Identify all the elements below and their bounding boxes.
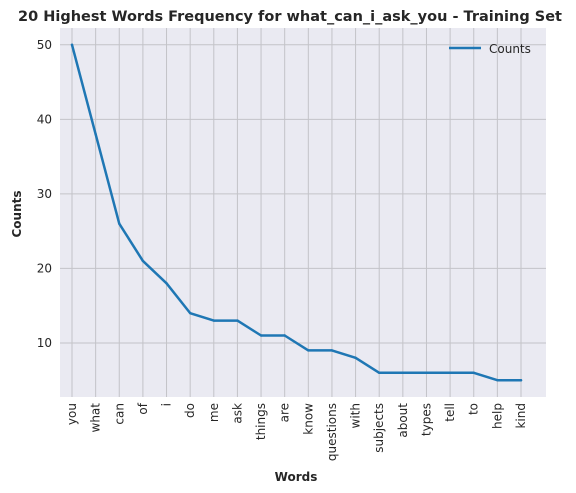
y-axis-title: Counts bbox=[10, 190, 24, 237]
data-point bbox=[212, 319, 215, 322]
series-layer bbox=[70, 43, 523, 382]
y-tick-label: 10 bbox=[37, 336, 52, 350]
legend-label-counts: Counts bbox=[489, 42, 531, 56]
x-tick-label: know bbox=[301, 403, 315, 435]
data-point bbox=[236, 319, 239, 322]
data-point bbox=[70, 43, 74, 46]
x-tick-label: me bbox=[207, 403, 221, 422]
x-tick-label: about bbox=[396, 403, 410, 438]
x-tick-label: can bbox=[112, 403, 126, 425]
data-point bbox=[448, 371, 452, 374]
x-tick-label: what bbox=[89, 403, 103, 433]
data-point bbox=[354, 356, 357, 360]
x-tick-label: i bbox=[160, 403, 174, 406]
data-point bbox=[401, 371, 405, 374]
data-point bbox=[188, 311, 192, 315]
x-tick-label: questions bbox=[325, 403, 339, 461]
chart-title: 20 Highest Words Frequency for what_can_… bbox=[18, 9, 562, 25]
data-point bbox=[259, 334, 263, 337]
data-point bbox=[307, 349, 310, 352]
data-point bbox=[141, 259, 145, 263]
data-point bbox=[165, 282, 168, 285]
y-tick-label: 30 bbox=[37, 187, 52, 201]
y-tick-labels: 10 20 30 40 50 bbox=[37, 38, 52, 350]
x-tick-label: do bbox=[183, 403, 197, 418]
data-point bbox=[496, 379, 499, 382]
x-tick-labels: you what can of i do me ask things are know questio… bbox=[65, 402, 528, 461]
data-point bbox=[425, 371, 428, 374]
data-point bbox=[378, 371, 381, 374]
y-tick-label: 40 bbox=[37, 112, 52, 126]
x-tick-label: kind bbox=[514, 403, 528, 429]
x-tick-label: things bbox=[254, 403, 268, 440]
data-point bbox=[283, 334, 286, 337]
x-tick-label: tell bbox=[443, 403, 457, 422]
plot-area bbox=[60, 28, 546, 397]
x-tick-label: ask bbox=[230, 403, 244, 424]
data-point bbox=[118, 222, 121, 225]
x-tick-label: of bbox=[136, 402, 150, 414]
x-tick-label: help bbox=[490, 403, 504, 429]
x-tick-label: you bbox=[65, 403, 79, 425]
legend: Counts bbox=[449, 42, 531, 56]
x-axis-title: Words bbox=[275, 470, 318, 484]
data-point bbox=[519, 379, 523, 382]
data-point bbox=[94, 133, 97, 136]
y-gridlines bbox=[60, 44, 546, 344]
x-tick-label: are bbox=[278, 403, 292, 422]
data-point bbox=[330, 349, 334, 352]
data-point bbox=[472, 371, 475, 374]
x-tick-label: types bbox=[419, 403, 433, 436]
x-tick-label: with bbox=[349, 403, 363, 428]
x-tick-label: to bbox=[467, 403, 481, 415]
y-tick-label: 50 bbox=[37, 38, 52, 52]
y-tick-label: 20 bbox=[37, 261, 52, 275]
series-line-counts bbox=[70, 43, 523, 382]
x-tick-label: subjects bbox=[372, 403, 386, 453]
